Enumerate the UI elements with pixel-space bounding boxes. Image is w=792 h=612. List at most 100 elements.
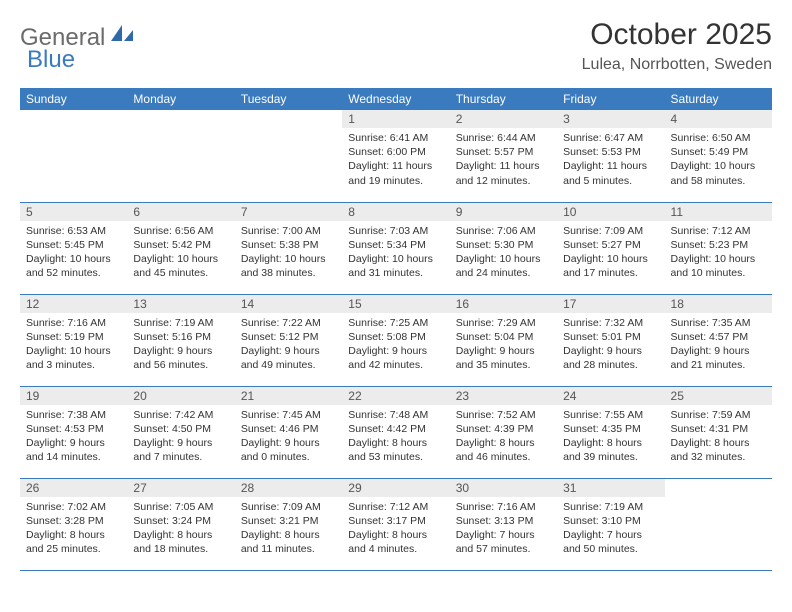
month-title: October 2025 <box>582 18 772 52</box>
day-info-line: Daylight: 8 hours <box>671 436 766 450</box>
calendar-body: 1Sunrise: 6:41 AMSunset: 6:00 PMDaylight… <box>20 110 772 570</box>
calendar-cell: 11Sunrise: 7:12 AMSunset: 5:23 PMDayligh… <box>665 202 772 294</box>
day-number: 21 <box>235 387 342 405</box>
day-info-line: Sunrise: 7:42 AM <box>133 408 228 422</box>
day-info-line: and 14 minutes. <box>26 450 121 464</box>
calendar-cell: 24Sunrise: 7:55 AMSunset: 4:35 PMDayligh… <box>557 386 664 478</box>
day-info-line: and 56 minutes. <box>133 358 228 372</box>
day-info-line: and 35 minutes. <box>456 358 551 372</box>
day-info: Sunrise: 7:09 AMSunset: 3:21 PMDaylight:… <box>235 497 342 561</box>
calendar-cell-empty <box>235 110 342 202</box>
day-number: 1 <box>342 110 449 128</box>
day-info-line: Sunset: 4:50 PM <box>133 422 228 436</box>
day-number: 26 <box>20 479 127 497</box>
day-info-line: Daylight: 10 hours <box>133 252 228 266</box>
calendar-cell: 8Sunrise: 7:03 AMSunset: 5:34 PMDaylight… <box>342 202 449 294</box>
calendar-cell: 2Sunrise: 6:44 AMSunset: 5:57 PMDaylight… <box>450 110 557 202</box>
day-info-line: and 32 minutes. <box>671 450 766 464</box>
day-info-line: and 38 minutes. <box>241 266 336 280</box>
day-info-line: Sunset: 4:39 PM <box>456 422 551 436</box>
day-info-line: Sunrise: 7:25 AM <box>348 316 443 330</box>
day-number: 15 <box>342 295 449 313</box>
day-info-line: Daylight: 9 hours <box>456 344 551 358</box>
day-number: 13 <box>127 295 234 313</box>
day-number: 16 <box>450 295 557 313</box>
day-number: 28 <box>235 479 342 497</box>
day-info-line: Sunset: 5:12 PM <box>241 330 336 344</box>
header: General October 2025 Lulea, Norrbotten, … <box>20 18 772 74</box>
logo-word-2: Blue <box>27 46 75 74</box>
day-info: Sunrise: 7:35 AMSunset: 4:57 PMDaylight:… <box>665 313 772 377</box>
day-info-line: Sunrise: 6:47 AM <box>563 131 658 145</box>
day-info-line: Daylight: 8 hours <box>456 436 551 450</box>
day-info: Sunrise: 7:38 AMSunset: 4:53 PMDaylight:… <box>20 405 127 469</box>
day-info-line: Sunset: 5:27 PM <box>563 238 658 252</box>
calendar-cell: 5Sunrise: 6:53 AMSunset: 5:45 PMDaylight… <box>20 202 127 294</box>
day-info-line: Sunrise: 7:55 AM <box>563 408 658 422</box>
day-info-line: and 7 minutes. <box>133 450 228 464</box>
day-info-line: Sunset: 5:57 PM <box>456 145 551 159</box>
day-info: Sunrise: 7:12 AMSunset: 5:23 PMDaylight:… <box>665 221 772 285</box>
day-info: Sunrise: 7:19 AMSunset: 3:10 PMDaylight:… <box>557 497 664 561</box>
weekday-header: Sunday <box>20 88 127 110</box>
day-info-line: Sunset: 5:19 PM <box>26 330 121 344</box>
calendar-cell: 12Sunrise: 7:16 AMSunset: 5:19 PMDayligh… <box>20 294 127 386</box>
calendar-cell: 16Sunrise: 7:29 AMSunset: 5:04 PMDayligh… <box>450 294 557 386</box>
day-info: Sunrise: 7:52 AMSunset: 4:39 PMDaylight:… <box>450 405 557 469</box>
weekday-header: Wednesday <box>342 88 449 110</box>
day-info-line: Sunrise: 7:02 AM <box>26 500 121 514</box>
day-info-line: Sunset: 3:13 PM <box>456 514 551 528</box>
calendar-cell: 22Sunrise: 7:48 AMSunset: 4:42 PMDayligh… <box>342 386 449 478</box>
calendar-cell: 15Sunrise: 7:25 AMSunset: 5:08 PMDayligh… <box>342 294 449 386</box>
day-info-line: Daylight: 11 hours <box>456 159 551 173</box>
day-info-line: Sunrise: 7:29 AM <box>456 316 551 330</box>
day-number: 6 <box>127 203 234 221</box>
day-info-line: Sunset: 4:57 PM <box>671 330 766 344</box>
calendar-row: 19Sunrise: 7:38 AMSunset: 4:53 PMDayligh… <box>20 386 772 478</box>
day-info-line: and 58 minutes. <box>671 174 766 188</box>
day-info-line: Sunrise: 7:00 AM <box>241 224 336 238</box>
day-info-line: Daylight: 8 hours <box>26 528 121 542</box>
day-info-line: Sunset: 5:45 PM <box>26 238 121 252</box>
day-info-line: and 57 minutes. <box>456 542 551 556</box>
calendar-cell: 25Sunrise: 7:59 AMSunset: 4:31 PMDayligh… <box>665 386 772 478</box>
day-info-line: Daylight: 10 hours <box>671 252 766 266</box>
calendar-cell: 26 Sunrise: 7:02 AMSunset: 3:28 PMDayligh… <box>20 478 127 570</box>
day-info-line: Daylight: 10 hours <box>26 344 121 358</box>
day-info-line: Daylight: 11 hours <box>348 159 443 173</box>
day-info-line: and 46 minutes. <box>456 450 551 464</box>
day-number: 29 <box>342 479 449 497</box>
day-info: Sunrise: 6:50 AMSunset: 5:49 PMDaylight:… <box>665 128 772 192</box>
weekday-header: Tuesday <box>235 88 342 110</box>
day-number: 5 <box>20 203 127 221</box>
day-info: Sunrise: 6:56 AMSunset: 5:42 PMDaylight:… <box>127 221 234 285</box>
calendar-cell: 31Sunrise: 7:19 AMSunset: 3:10 PMDayligh… <box>557 478 664 570</box>
calendar-cell: 19Sunrise: 7:38 AMSunset: 4:53 PMDayligh… <box>20 386 127 478</box>
day-info-line: Daylight: 10 hours <box>456 252 551 266</box>
calendar-cell: 28Sunrise: 7:09 AMSunset: 3:21 PMDayligh… <box>235 478 342 570</box>
day-info-line: and 4 minutes. <box>348 542 443 556</box>
day-number: 30 <box>450 479 557 497</box>
day-info-line: Daylight: 9 hours <box>348 344 443 358</box>
day-number: 17 <box>557 295 664 313</box>
day-info-line: and 42 minutes. <box>348 358 443 372</box>
day-info: Sunrise: 7:16 AMSunset: 5:19 PMDaylight:… <box>20 313 127 377</box>
day-info-line: Daylight: 8 hours <box>133 528 228 542</box>
day-info-line: Sunrise: 7:48 AM <box>348 408 443 422</box>
day-info-line: Daylight: 9 hours <box>241 436 336 450</box>
day-info-line: Sunrise: 7:12 AM <box>671 224 766 238</box>
day-info-line: Sunrise: 7:09 AM <box>241 500 336 514</box>
day-number: 7 <box>235 203 342 221</box>
day-info-line: Sunset: 3:28 PM <box>26 514 121 528</box>
calendar-cell: 10Sunrise: 7:09 AMSunset: 5:27 PMDayligh… <box>557 202 664 294</box>
day-info-line: and 18 minutes. <box>133 542 228 556</box>
weekday-header: Friday <box>557 88 664 110</box>
day-info-line: and 11 minutes. <box>241 542 336 556</box>
logo-sails-icon <box>109 23 135 43</box>
day-info-line: and 28 minutes. <box>563 358 658 372</box>
day-info: Sunrise: 6:53 AMSunset: 5:45 PMDaylight:… <box>20 221 127 285</box>
day-info: Sunrise: 7:03 AMSunset: 5:34 PMDaylight:… <box>342 221 449 285</box>
day-number: 27 <box>127 479 234 497</box>
day-info-line: Daylight: 8 hours <box>563 436 658 450</box>
day-info-line: Daylight: 9 hours <box>26 436 121 450</box>
